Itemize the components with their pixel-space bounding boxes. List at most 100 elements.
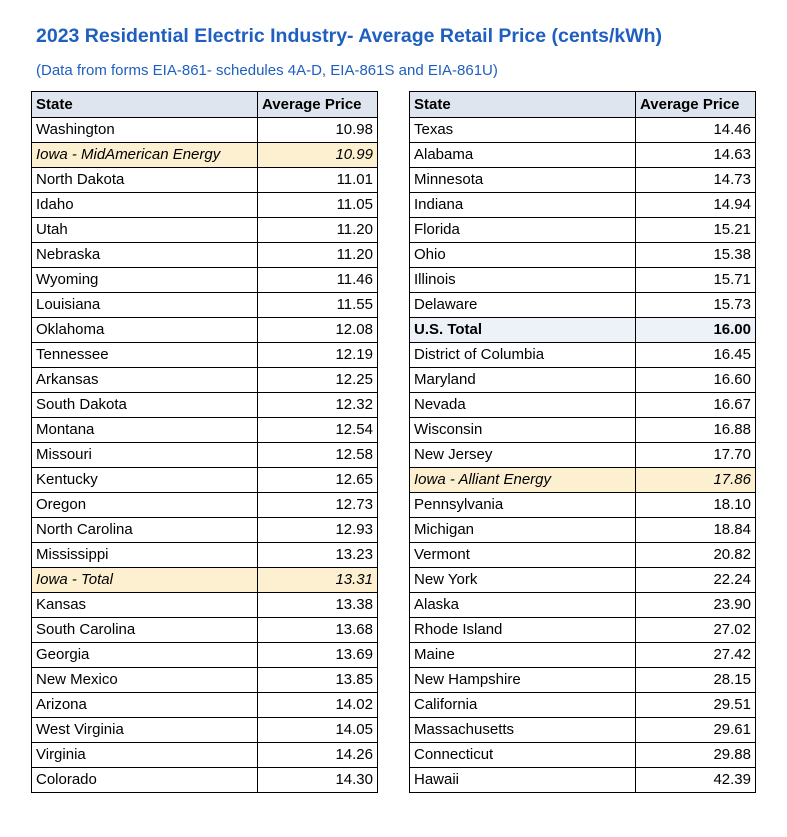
price-cell: 27.02 [635,617,756,643]
table-row: Iowa - Alliant Energy 17.86 [409,467,756,493]
table-body-left: Washington 10.98 Iowa - MidAmerican Energy… [31,117,378,793]
table-row: Michigan 18.84 [409,517,756,543]
state-cell: Massachusetts [409,717,636,743]
state-cell: New York [409,567,636,593]
state-cell: Wyoming [31,267,258,293]
state-cell: South Dakota [31,392,258,418]
price-cell: 42.39 [635,767,756,793]
price-cell: 28.15 [635,667,756,693]
price-cell: 12.54 [257,417,378,443]
price-cell: 17.70 [635,442,756,468]
price-cell: 20.82 [635,542,756,568]
table-row: Wyoming 11.46 [31,267,378,293]
price-cell: 13.23 [257,542,378,568]
price-cell: 13.38 [257,592,378,618]
state-cell: Illinois [409,267,636,293]
price-cell: 29.61 [635,717,756,743]
price-cell: 16.00 [635,317,756,343]
state-cell: Connecticut [409,742,636,768]
price-cell: 11.05 [257,192,378,218]
price-table-right: State Average Price Texas 14.46 Alabama 14.… [409,91,756,793]
table-row: New Hampshire 28.15 [409,667,756,693]
state-cell: Montana [31,417,258,443]
price-cell: 14.94 [635,192,756,218]
price-cell: 27.42 [635,642,756,668]
state-cell: Oregon [31,492,258,518]
price-cell: 29.88 [635,742,756,768]
table-row: Arkansas 12.25 [31,367,378,393]
state-cell: Pennsylvania [409,492,636,518]
table-row: Ohio 15.38 [409,242,756,268]
price-cell: 11.20 [257,217,378,243]
table-row: Arizona 14.02 [31,692,378,718]
state-column-header: State [31,91,258,118]
state-cell: Arizona [31,692,258,718]
price-cell: 16.67 [635,392,756,418]
table-row: District of Columbia 16.45 [409,342,756,368]
price-cell: 12.08 [257,317,378,343]
table-row: Nebraska 11.20 [31,242,378,268]
table-row: Oregon 12.73 [31,492,378,518]
price-table-left: State Average Price Washington 10.98 Iowa … [31,91,378,793]
price-cell: 12.25 [257,367,378,393]
state-cell: Kansas [31,592,258,618]
table-row: Connecticut 29.88 [409,742,756,768]
price-cell: 14.26 [257,742,378,768]
table-row: Kentucky 12.65 [31,467,378,493]
price-cell: 13.68 [257,617,378,643]
state-cell: Alabama [409,142,636,168]
price-column-header: Average Price [257,91,378,118]
price-cell: 14.02 [257,692,378,718]
table-row: Montana 12.54 [31,417,378,443]
table-row: Georgia 13.69 [31,642,378,668]
state-cell: Missouri [31,442,258,468]
price-cell: 13.69 [257,642,378,668]
table-row: Delaware 15.73 [409,292,756,318]
state-cell: North Dakota [31,167,258,193]
state-cell: Michigan [409,517,636,543]
table-row: Idaho 11.05 [31,192,378,218]
state-cell: Virginia [31,742,258,768]
price-cell: 14.73 [635,167,756,193]
state-cell: Ohio [409,242,636,268]
price-cell: 12.19 [257,342,378,368]
table-row: Tennessee 12.19 [31,342,378,368]
table-row: U.S. Total 16.00 [409,317,756,343]
page-title: 2023 Residential Electric Industry- Aver… [36,25,663,47]
table-row: Illinois 15.71 [409,267,756,293]
table-row: New York 22.24 [409,567,756,593]
state-cell: District of Columbia [409,342,636,368]
price-cell: 18.84 [635,517,756,543]
table-row: West Virginia 14.05 [31,717,378,743]
state-cell: Nevada [409,392,636,418]
table-row: Indiana 14.94 [409,192,756,218]
price-cell: 12.58 [257,442,378,468]
price-cell: 14.46 [635,117,756,143]
price-cell: 14.63 [635,142,756,168]
price-cell: 10.98 [257,117,378,143]
price-cell: 22.24 [635,567,756,593]
table-header-row: State Average Price [409,91,756,118]
price-cell: 14.30 [257,767,378,793]
state-cell: Maine [409,642,636,668]
state-cell: Georgia [31,642,258,668]
state-cell: Iowa - Total [31,567,258,593]
state-cell: Utah [31,217,258,243]
state-cell: California [409,692,636,718]
price-cell: 17.86 [635,467,756,493]
table-header-row: State Average Price [31,91,378,118]
table-row: Alaska 23.90 [409,592,756,618]
price-cell: 12.65 [257,467,378,493]
table-row: Iowa - Total 13.31 [31,567,378,593]
price-cell: 11.55 [257,292,378,318]
table-row: Alabama 14.63 [409,142,756,168]
state-cell: New Mexico [31,667,258,693]
price-cell: 10.99 [257,142,378,168]
table-row: Missouri 12.58 [31,442,378,468]
table-row: Florida 15.21 [409,217,756,243]
table-row: Pennsylvania 18.10 [409,492,756,518]
price-cell: 14.05 [257,717,378,743]
table-row: New Mexico 13.85 [31,667,378,693]
state-cell: Louisiana [31,292,258,318]
table-row: Oklahoma 12.08 [31,317,378,343]
